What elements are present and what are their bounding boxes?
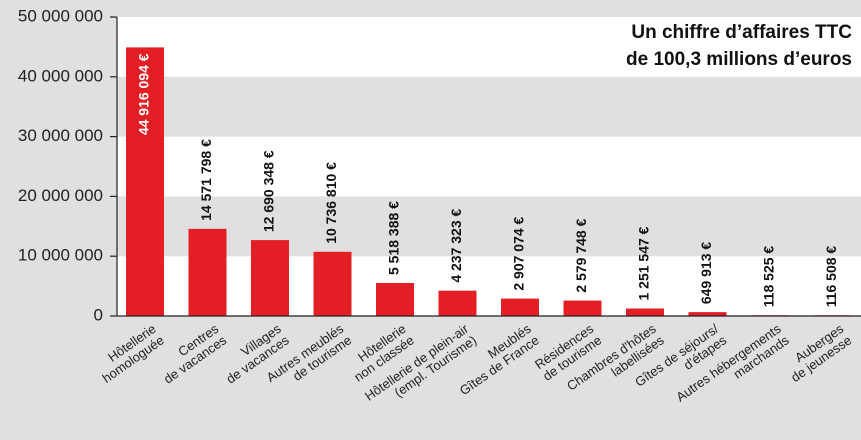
y-tick-label: 50 000 000 [18,6,103,25]
grid-band [117,256,861,316]
value-label: 5 518 388 € [386,201,402,275]
chart-title: de 100,3 millions d’euros [626,49,852,70]
bar [688,312,727,316]
bar [313,251,352,316]
value-label: 116 508 € [823,246,839,308]
grid-band [117,196,861,257]
bar [563,300,602,316]
bar [501,298,539,316]
value-label: 1 251 547 € [636,226,652,300]
bar [438,290,477,316]
y-tick-label: 30 000 000 [18,126,103,145]
bar [188,228,227,316]
bar [626,308,664,316]
plot: 0 10 000 000 20 000 000 30 000 000 40 000 00… [18,6,861,405]
grid-band [117,76,861,137]
chart-title: Un chiffre d’affaires TTC [631,22,852,43]
value-label: 118 525 € [761,246,777,308]
y-tick-label: 0 [94,305,103,324]
bar [251,240,289,316]
bar [376,283,414,316]
value-label: 2 579 748 € [573,218,589,292]
value-label: 12 690 348 € [261,150,277,232]
value-label: 14 571 798 € [198,139,214,221]
bar [126,47,164,316]
grid-band [117,17,861,77]
y-tick-label: 40 000 000 [18,66,103,85]
value-label: 44 916 094 € [136,53,152,135]
value-label: 2 907 074 € [511,216,527,290]
value-label: 649 913 € [698,242,714,304]
grid-band [117,136,861,197]
value-label: 10 736 810 € [323,162,339,244]
y-tick-label: 20 000 000 [18,186,103,205]
value-label: 4 237 323 € [448,208,464,282]
y-tick-label: 10 000 000 [18,246,103,265]
